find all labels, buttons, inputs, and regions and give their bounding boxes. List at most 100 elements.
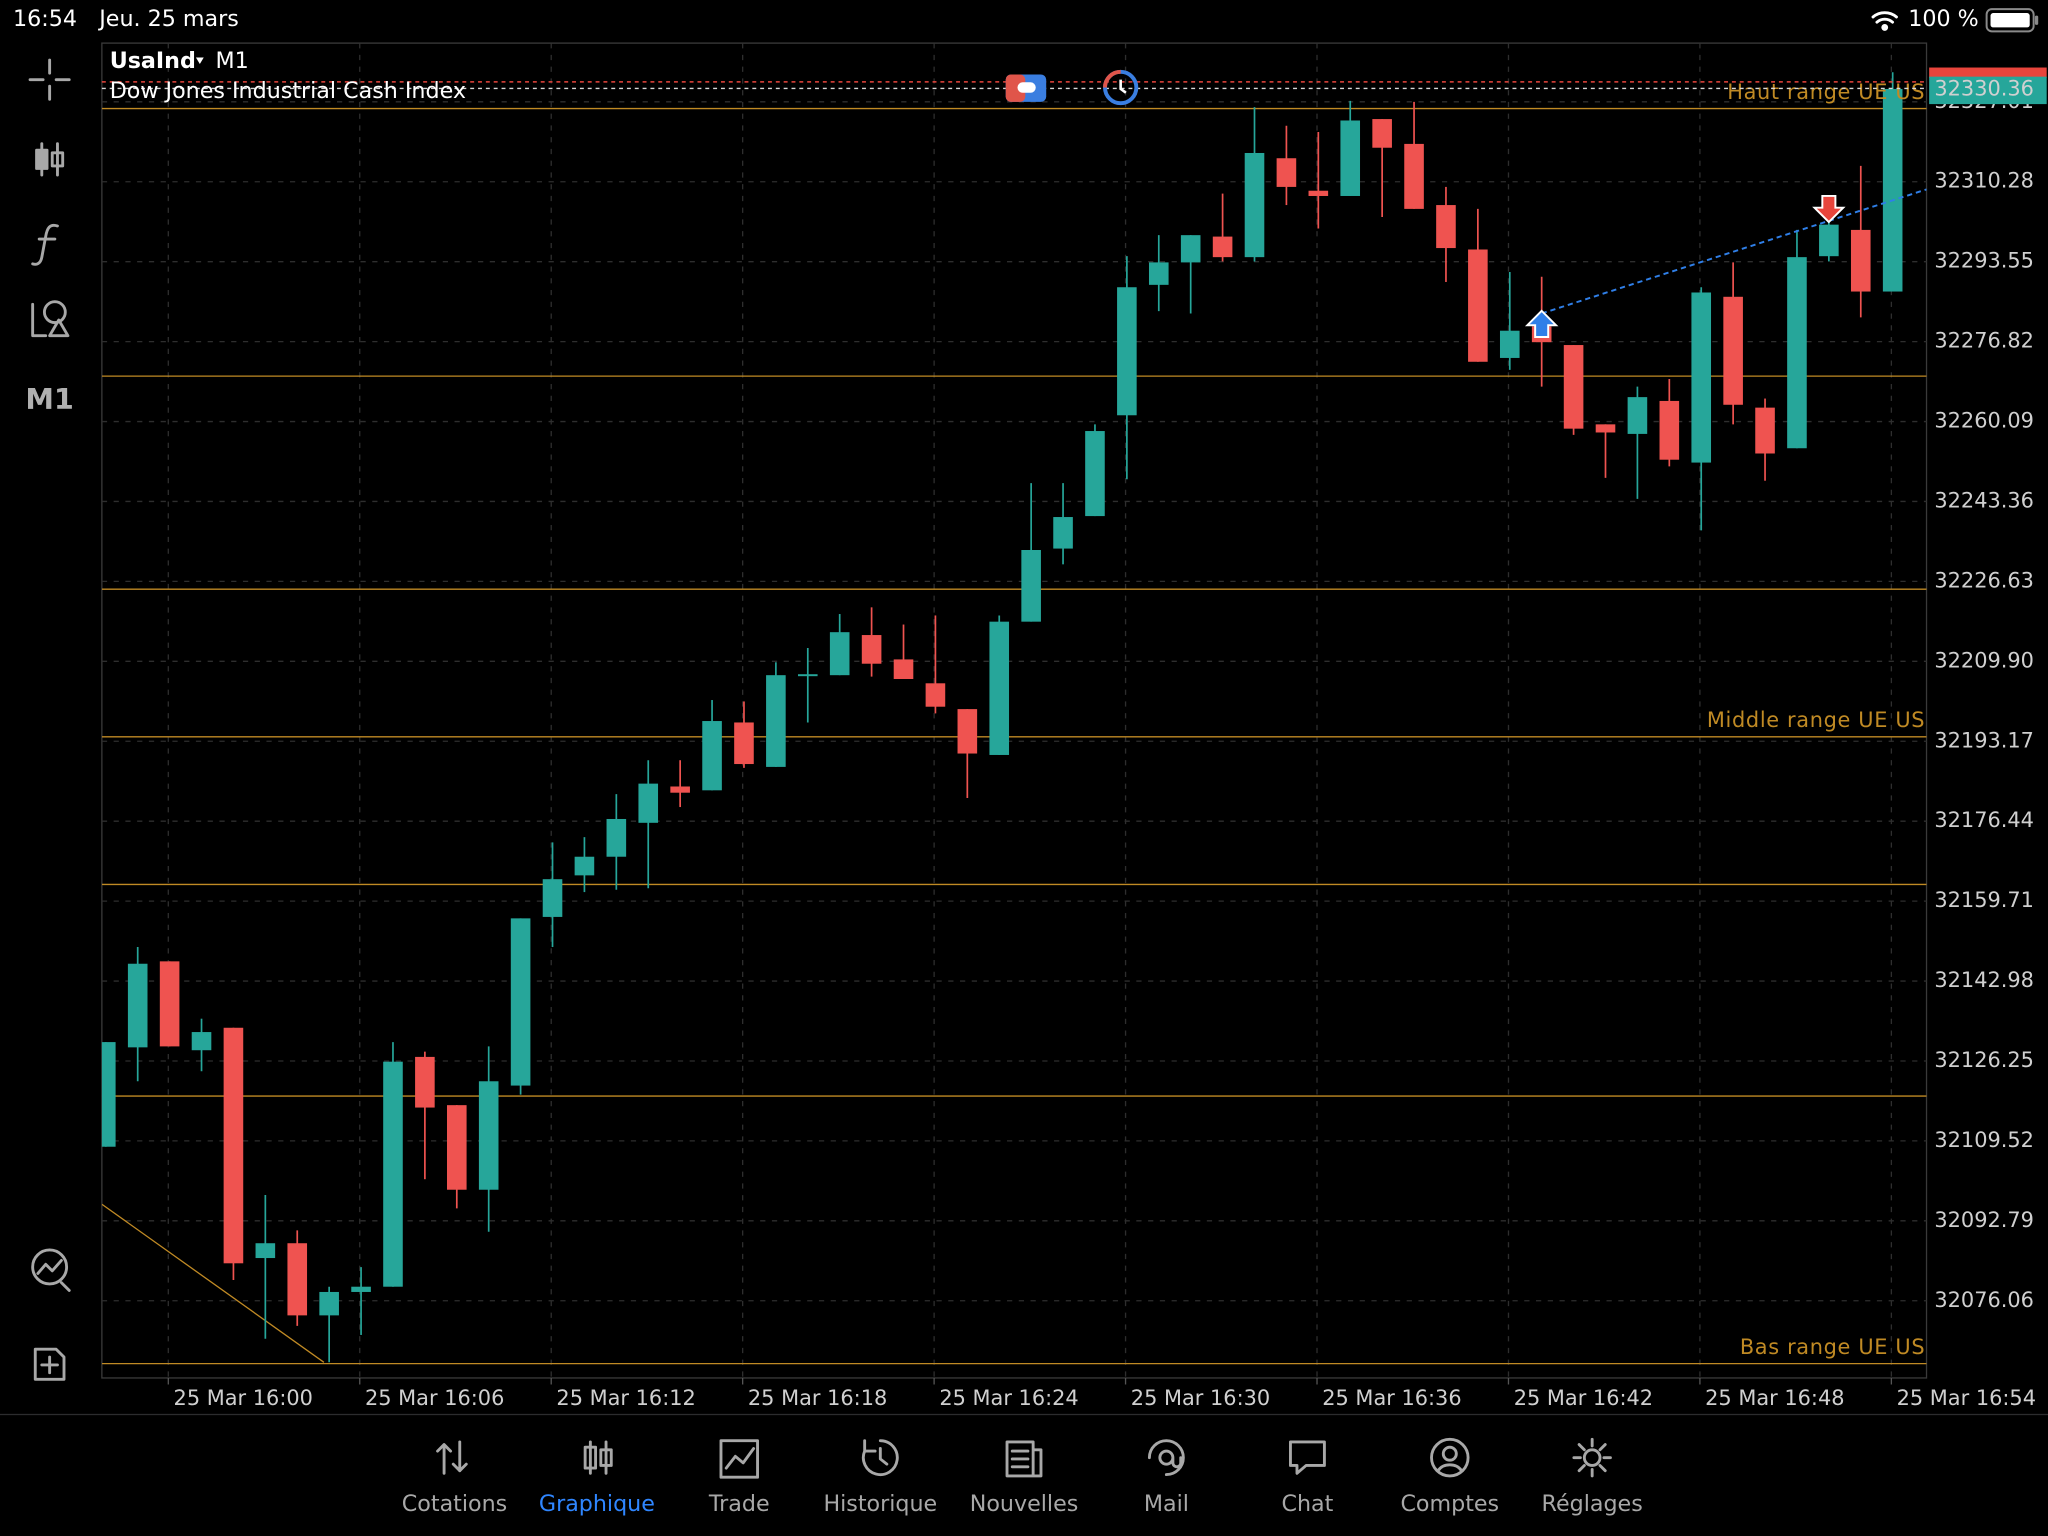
candle-body: [1563, 345, 1584, 429]
trade-history-icon[interactable]: [1103, 69, 1139, 106]
indicator-tool[interactable]: [31, 223, 59, 266]
y-tick-label: 32209.90: [1934, 648, 2034, 672]
candle-body: [415, 1056, 435, 1108]
trade-link-line: [1541, 188, 1927, 315]
x-tick-label: 25 Mar 16:48: [1705, 1386, 1844, 1410]
chart: 32327.0132310.2832293.5532276.8232260.09…: [101, 42, 2047, 1410]
y-tick-label: 32159.71: [1934, 888, 2034, 912]
candle-body: [861, 635, 882, 664]
candle-body: [1372, 119, 1392, 148]
status-time: 16:54: [13, 6, 77, 32]
candle-body: [1021, 550, 1041, 622]
candle-body: [1468, 249, 1488, 362]
status-date: Jeu. 25 mars: [97, 6, 239, 32]
price-level-label: Middle range UE US: [1707, 708, 1925, 732]
battery-level: 100 %: [1908, 6, 1978, 32]
candle-body: [893, 659, 914, 679]
trading-signals-tool[interactable]: [31, 1248, 71, 1292]
candle-body: [1404, 143, 1424, 209]
candle-body: [383, 1061, 403, 1287]
price-level-label: Bas range UE US: [1740, 1335, 1925, 1359]
candle-body: [1850, 229, 1871, 292]
candle-body: [1244, 152, 1265, 258]
candle-body: [101, 1042, 116, 1147]
crosshair-tool[interactable]: [28, 58, 71, 101]
plot-frame: [101, 42, 1928, 1379]
tab-label: Graphique: [539, 1491, 655, 1517]
tab-icon: [719, 1439, 759, 1479]
tab-button[interactable]: Graphique: [539, 1440, 655, 1517]
candle-body: [1787, 257, 1807, 449]
candle-body: [1436, 205, 1456, 249]
y-tick-label: 32092.79: [1934, 1208, 2034, 1232]
symbol-dropdown-icon[interactable]: [195, 57, 204, 64]
candle-body: [574, 856, 595, 876]
tab-icon: [1289, 1440, 1326, 1475]
buy-marker: [1524, 309, 1559, 338]
x-tick-label: 25 Mar 16:54: [1897, 1386, 2036, 1410]
tab-button[interactable]: Chat: [1281, 1440, 1334, 1517]
candle-body: [1627, 397, 1648, 434]
candle-body: [1276, 158, 1297, 187]
candle-body: [1882, 88, 1903, 292]
objects-tool[interactable]: [31, 300, 70, 338]
candle-body: [925, 683, 946, 707]
ask-price-box: [1929, 67, 2047, 78]
tab-label: Mail: [1144, 1491, 1189, 1517]
candle-body: [1499, 330, 1520, 358]
tab-label: Historique: [823, 1491, 937, 1517]
timeframe-button[interactable]: M1: [25, 382, 74, 416]
tab-button[interactable]: Historique: [823, 1439, 937, 1518]
tab-button[interactable]: Comptes: [1400, 1437, 1499, 1517]
x-tick-label: 25 Mar 16:30: [1131, 1386, 1270, 1410]
current-price-label: 32330.36: [1934, 77, 2034, 101]
candle-body: [989, 621, 1010, 755]
candle-body: [670, 786, 690, 793]
symbol-description: Dow Jones Industrial Cash Index: [110, 78, 466, 104]
candle-body: [1819, 224, 1839, 257]
candle-body: [606, 818, 627, 857]
tab-icon: [1147, 1439, 1185, 1477]
tab-label: Comptes: [1400, 1491, 1499, 1517]
one-click-trading-icon[interactable]: [1005, 74, 1047, 102]
candle-body: [1308, 190, 1329, 196]
candle-body: [702, 721, 722, 791]
price-level-label: Haut range UE US: [1727, 80, 1925, 104]
tab-button[interactable]: Mail: [1144, 1439, 1189, 1518]
candle-body: [1148, 262, 1169, 285]
candle-body: [957, 709, 978, 754]
x-tick-label: 25 Mar 16:06: [365, 1386, 504, 1410]
tab-icon: [1005, 1440, 1043, 1478]
tab-icon: [436, 1440, 468, 1475]
candle-body: [1595, 424, 1616, 433]
tab-button[interactable]: Nouvelles: [970, 1440, 1079, 1517]
plot-area: [101, 43, 1927, 1378]
x-tick-label: 25 Mar 16:36: [1322, 1386, 1461, 1410]
x-tick-label: 25 Mar 16:12: [556, 1386, 695, 1410]
candle-body: [1212, 236, 1233, 258]
candle-body: [319, 1291, 339, 1316]
candle-body: [127, 963, 148, 1048]
chart-type-tool[interactable]: [35, 142, 65, 177]
new-order-tool[interactable]: [33, 1347, 66, 1381]
tab-button[interactable]: Cotations: [402, 1440, 507, 1517]
candle-body: [1691, 292, 1712, 463]
battery-icon: [1985, 8, 2039, 33]
sell-marker: [1812, 194, 1846, 224]
candle-body: [797, 674, 818, 677]
symbol[interactable]: UsaInd: [110, 48, 196, 74]
x-tick-label: 25 Mar 16:18: [748, 1386, 887, 1410]
y-tick-label: 32276.82: [1934, 329, 2034, 353]
tab-button[interactable]: Trade: [708, 1439, 770, 1518]
tab-button[interactable]: Réglages: [1542, 1437, 1643, 1517]
y-tick-label: 32226.63: [1934, 568, 2034, 592]
candle-body: [1723, 296, 1743, 405]
candle-body: [1755, 407, 1775, 454]
x-tick-label: 25 Mar 16:24: [939, 1386, 1078, 1410]
candle-body: [766, 675, 786, 767]
y-tick-label: 32260.09: [1934, 409, 2034, 433]
candle-body: [1659, 400, 1680, 460]
